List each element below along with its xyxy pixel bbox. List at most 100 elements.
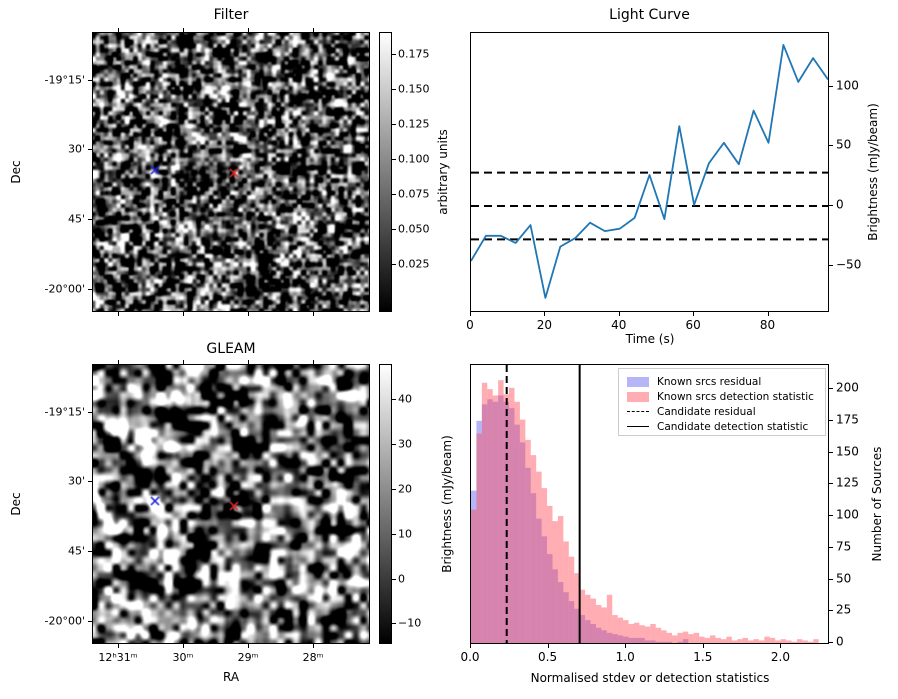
histogram-bar xyxy=(758,640,765,643)
histogram-bar xyxy=(650,623,656,643)
y-tick-right xyxy=(829,515,833,517)
histogram-bar xyxy=(693,632,700,643)
x-tick-bottom xyxy=(780,644,782,648)
colorbar-tick-label: 0.150 xyxy=(398,82,430,96)
colorbar-tick-label: 10 xyxy=(398,527,412,541)
x-tick-label: 1.0 xyxy=(615,650,635,664)
histogram-bar xyxy=(796,639,803,643)
x-tick-label: 2.0 xyxy=(770,650,790,664)
histogram-bar xyxy=(655,627,662,643)
histogram-bar xyxy=(525,439,531,643)
histogram-bar xyxy=(682,639,689,643)
y-tick-label: 0 xyxy=(836,197,844,212)
y-tick-label: 100 xyxy=(836,507,859,522)
histogram-bar xyxy=(530,493,537,643)
histogram-bar xyxy=(650,640,656,643)
histogram-bar xyxy=(541,536,548,643)
histogram-bar xyxy=(672,635,678,643)
histogram-bar xyxy=(579,615,586,643)
colorbar-tick xyxy=(392,399,396,401)
gleam-sky-image xyxy=(93,365,369,643)
colorbar-tick-label: 0.100 xyxy=(398,152,430,166)
histogram-bar xyxy=(639,637,645,643)
x-tick-label: 29ᵐ xyxy=(237,651,259,664)
colorbar-tick xyxy=(392,229,396,231)
histogram-bar xyxy=(590,623,596,643)
histogram-bar xyxy=(552,521,558,643)
histogram-bar xyxy=(481,382,488,643)
y-tick-right xyxy=(829,610,833,612)
x-tick-bottom xyxy=(313,312,314,316)
histogram-bar xyxy=(557,582,564,643)
x-tick-bottom xyxy=(693,312,695,316)
legend-line-swatch xyxy=(627,426,649,427)
histogram-bar xyxy=(519,442,526,643)
histogram-bar xyxy=(764,636,770,643)
y-tick-right xyxy=(829,388,833,390)
y-tick-left xyxy=(88,481,92,483)
y-tick-label: 30' xyxy=(67,142,85,156)
histogram-bar xyxy=(710,635,716,643)
y-tick-right xyxy=(829,264,833,266)
histogram-bar xyxy=(481,404,488,643)
colorbar-tick xyxy=(392,54,396,56)
x-tick-top xyxy=(248,28,249,32)
x-tick-bottom xyxy=(117,312,119,316)
x-tick-label: 0.0 xyxy=(460,650,480,664)
x-tick-label: 20 xyxy=(536,318,553,332)
histogram-bar xyxy=(563,541,569,643)
histogram-bar xyxy=(574,573,580,643)
histogram-bar xyxy=(661,630,667,643)
histogram-bar xyxy=(628,637,634,643)
histogram-bar xyxy=(568,556,575,643)
histogram-bar xyxy=(476,433,482,643)
histogram-bar xyxy=(509,408,515,643)
y-tick-label: 75 xyxy=(836,539,852,554)
histogram-xlabel: Normalised stdev or detection statistics xyxy=(530,671,770,685)
x-tick-bottom xyxy=(625,644,627,648)
legend-label: Known srcs residual xyxy=(657,375,762,388)
histogram-bar xyxy=(498,395,504,643)
histogram-bar xyxy=(623,620,629,643)
y-tick-label: 200 xyxy=(836,380,859,395)
histogram-bar xyxy=(742,637,749,643)
y-tick-label: 100 xyxy=(836,78,859,93)
histogram-bar xyxy=(487,389,493,643)
colorbar-tick xyxy=(392,488,396,490)
x-tick-top xyxy=(117,28,119,32)
histogram-bar xyxy=(595,604,602,643)
colorbar-tick-label: 0.075 xyxy=(398,187,430,201)
y-tick-label: 150 xyxy=(836,444,859,459)
histogram-bar xyxy=(601,630,607,643)
histogram-bar xyxy=(557,516,564,643)
x-tick-bottom xyxy=(470,312,471,316)
x-tick-bottom xyxy=(313,644,314,648)
x-tick-label: 60 xyxy=(685,318,701,332)
y-tick-left xyxy=(88,551,92,552)
histogram-bar xyxy=(677,641,683,643)
y-tick-left xyxy=(88,620,92,622)
x-tick-label: 28ᵐ xyxy=(302,651,324,664)
histogram-bar xyxy=(471,509,477,643)
y-tick-right xyxy=(829,145,833,147)
histogram-bar xyxy=(606,594,613,643)
histogram-bar xyxy=(547,505,553,643)
histogram-bar xyxy=(791,641,797,643)
y-tick-right xyxy=(829,483,833,485)
y-tick-right xyxy=(829,546,833,548)
y-tick-left xyxy=(88,288,92,290)
histogram-bar xyxy=(661,641,667,643)
histogram-bar xyxy=(498,380,504,643)
histogram-bar xyxy=(682,631,689,643)
histogram-bar xyxy=(688,634,694,643)
colorbar-tick xyxy=(392,89,396,91)
lightcurve-xlabel: Time (s) xyxy=(625,332,675,346)
histogram-bar xyxy=(704,637,711,643)
histogram-bar xyxy=(525,467,531,643)
histogram-bar xyxy=(666,641,672,643)
histogram-bar xyxy=(677,632,683,643)
gleam-xlabel: RA xyxy=(222,670,240,684)
legend-patch-swatch xyxy=(627,376,649,387)
legend-label: Candidate detection statistic xyxy=(657,420,809,433)
colorbar-tick-label: −10 xyxy=(398,616,422,630)
